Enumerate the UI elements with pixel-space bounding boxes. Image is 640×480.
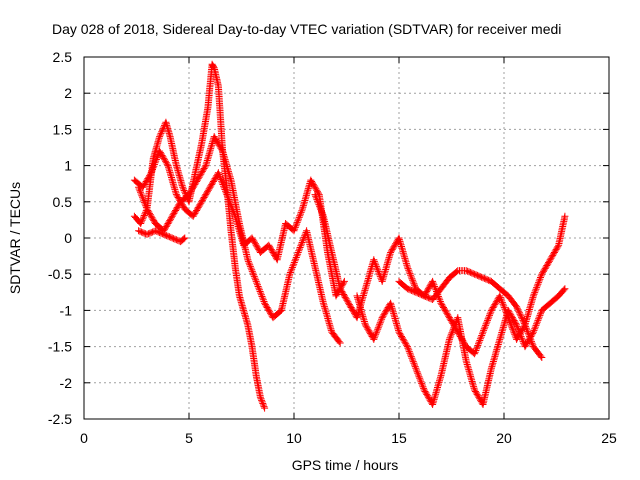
x-tick-label: 0 [80, 430, 88, 446]
x-tick-label: 25 [601, 430, 617, 446]
x-tick-label: 5 [185, 430, 193, 446]
data-points [130, 60, 569, 412]
series-markers [130, 60, 269, 412]
y-tick-label: 1 [64, 158, 72, 174]
x-axis-label: GPS time / hours [292, 457, 399, 473]
y-tick-label: -1 [60, 302, 73, 318]
y-tick-label: -1.5 [48, 339, 72, 355]
series-satellite-track-g [395, 267, 546, 361]
series-markers [395, 267, 546, 361]
grid [84, 57, 609, 419]
y-tick-label: 2 [64, 85, 72, 101]
series-markers [130, 147, 348, 300]
y-tick-label: 0.5 [53, 194, 73, 210]
y-tick-label: -0.5 [48, 266, 72, 282]
y-axis-label: SDTVAR / TECUs [7, 182, 23, 294]
axis-ticks: 0 5 10 15 20 25 -2.5 -2 -1.5 -1 -0.5 0 0.5 1 1.5 2 2.5 [48, 49, 617, 446]
y-tick-label: 2.5 [53, 49, 73, 65]
series-markers [135, 133, 344, 347]
chart-title: Day 028 of 2018, Sidereal Day-to-day VTE… [52, 21, 561, 37]
y-tick-label: 1.5 [53, 121, 73, 137]
series-satellite-track-a [130, 60, 269, 412]
y-tick-label: -2.5 [48, 411, 72, 427]
x-tick-label: 10 [286, 430, 302, 446]
y-tick-label: -2 [60, 375, 73, 391]
y-tick-label: 0 [64, 230, 72, 246]
series-markers [135, 227, 189, 246]
series-satellite-track-b [130, 147, 348, 300]
x-tick-label: 20 [496, 430, 512, 446]
series-satellite-track-d [135, 227, 189, 246]
series-satellite-track-c [135, 133, 344, 347]
x-tick-label: 15 [391, 430, 407, 446]
